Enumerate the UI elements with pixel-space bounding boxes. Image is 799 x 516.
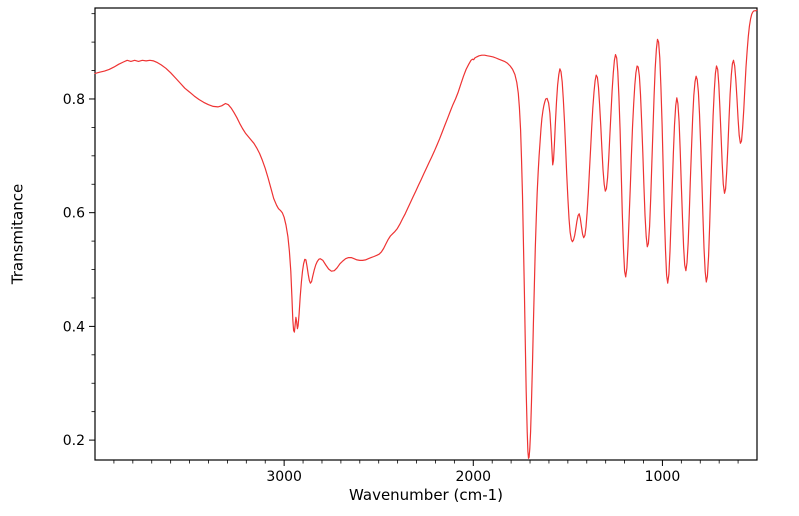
y-tick-label: 0.8 xyxy=(63,92,85,108)
x-tick-label: 3000 xyxy=(266,469,302,485)
x-tick-label: 1000 xyxy=(645,469,681,485)
y-axis-label: Transmitance xyxy=(8,183,27,285)
x-axis-label: Wavenumber (cm-1) xyxy=(349,486,503,504)
spectrum-line xyxy=(94,9,758,459)
y-tick-label: 0.2 xyxy=(63,433,85,449)
plot-frame xyxy=(94,7,758,461)
x-tick-label: 2000 xyxy=(455,469,491,485)
y-tick-label: 0.4 xyxy=(63,319,85,335)
y-tick-label: 0.6 xyxy=(63,206,85,222)
